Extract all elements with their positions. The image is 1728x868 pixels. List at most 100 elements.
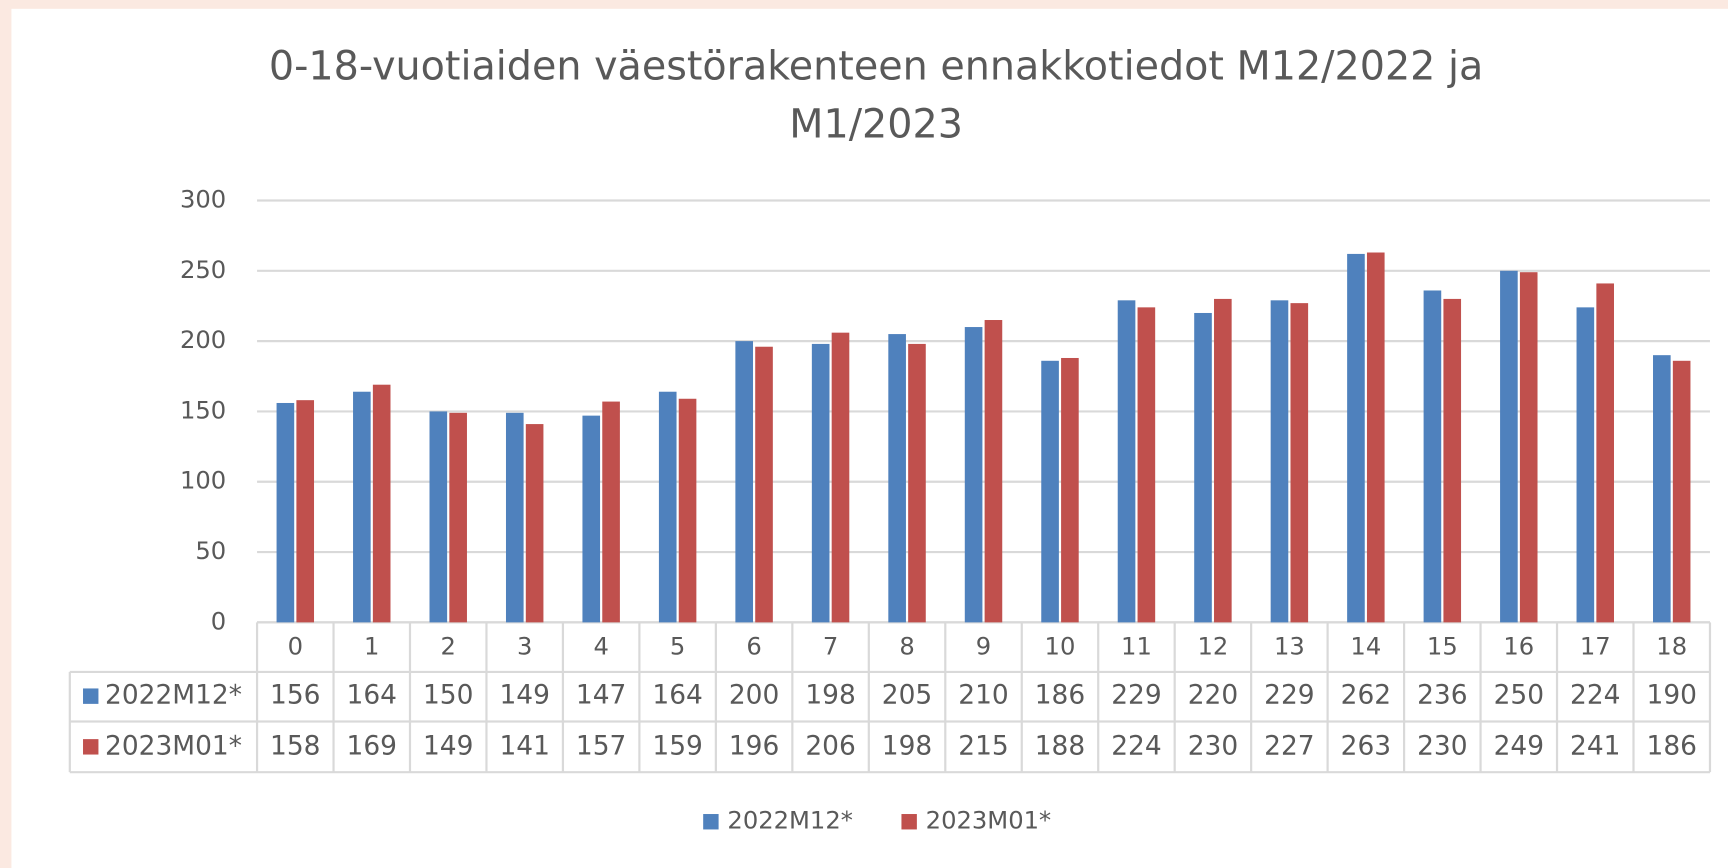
table-value: 229: [1264, 680, 1314, 711]
bar: [372, 384, 391, 623]
bar: [1270, 300, 1289, 623]
legend-label: 2023M01*: [926, 807, 1051, 835]
bar: [1500, 270, 1518, 623]
bar: [1672, 360, 1691, 623]
y-tick-label: 100: [180, 467, 226, 495]
chart-title: 0-18-vuotiaiden väestörakenteen ennakkot…: [269, 43, 1483, 147]
table-value: 147: [576, 680, 626, 711]
x-tick-label: 11: [1121, 633, 1152, 661]
bar: [1576, 307, 1595, 623]
table-value: 149: [423, 730, 473, 761]
legend-label: 2022M12*: [727, 807, 852, 835]
x-tick-label: 18: [1656, 633, 1687, 661]
table-value: 250: [1494, 680, 1544, 711]
x-tick-label: 6: [746, 633, 761, 661]
y-tick-label: 50: [195, 537, 226, 565]
bar: [811, 343, 830, 623]
x-tick-label: 8: [899, 633, 914, 661]
bar: [1041, 360, 1059, 623]
bar: [984, 320, 1003, 623]
table-value: 196: [729, 730, 779, 761]
y-tick-label: 300: [180, 185, 226, 213]
x-tick-label: 12: [1198, 633, 1229, 661]
bar: [1214, 298, 1232, 623]
x-tick-label: 7: [823, 633, 838, 661]
table-key: [83, 739, 99, 755]
bar: [964, 327, 983, 623]
table-series-name: 2023M01*: [105, 730, 242, 761]
table-value: 230: [1188, 730, 1238, 761]
table-value: 220: [1188, 680, 1238, 711]
x-tick-label: 2: [441, 633, 456, 661]
bar: [908, 343, 926, 623]
bar: [449, 412, 467, 623]
bar: [353, 391, 371, 623]
legend-key: [901, 814, 917, 830]
table-value: 186: [1035, 680, 1085, 711]
y-tick-label: 0: [211, 607, 226, 635]
table-value: 164: [347, 680, 397, 711]
table-value: 200: [729, 680, 779, 711]
bar: [1423, 290, 1442, 623]
bar: [1366, 252, 1385, 623]
table-value: 206: [805, 730, 855, 761]
bar: [1061, 357, 1079, 623]
table-value: 263: [1341, 730, 1391, 761]
bar: [735, 341, 754, 623]
bar: [602, 401, 620, 623]
x-tick-label: 16: [1503, 633, 1534, 661]
bar: [525, 424, 544, 623]
table-value: 262: [1341, 680, 1391, 711]
bar: [1347, 253, 1365, 623]
bar: [1137, 307, 1156, 623]
table-value: 249: [1494, 730, 1544, 761]
table-value: 159: [652, 730, 702, 761]
table-value: 169: [347, 730, 397, 761]
table-value: 236: [1417, 680, 1467, 711]
y-tick-label: 200: [180, 326, 226, 354]
table-value: 215: [958, 730, 1008, 761]
bar: [505, 412, 524, 623]
bar: [831, 332, 850, 623]
table-value: 230: [1417, 730, 1467, 761]
bar: [429, 411, 448, 623]
bar: [1194, 312, 1212, 623]
table-value: 156: [270, 680, 320, 711]
table-value: 210: [958, 680, 1008, 711]
table-value: 224: [1111, 730, 1161, 761]
table-value: 186: [1647, 730, 1697, 761]
bar: [1519, 272, 1538, 623]
bar: [678, 398, 697, 623]
table-value: 141: [499, 730, 549, 761]
x-tick-label: 1: [364, 633, 379, 661]
table-value: 205: [882, 680, 932, 711]
table-series-name: 2022M12*: [105, 680, 242, 711]
x-tick-label: 13: [1274, 633, 1305, 661]
table-value: 229: [1111, 680, 1161, 711]
x-tick-label: 0: [288, 633, 303, 661]
bar: [1117, 300, 1136, 623]
x-tick-label: 14: [1350, 633, 1381, 661]
x-tick-label: 4: [593, 633, 608, 661]
table-value: 190: [1647, 680, 1697, 711]
table-value: 198: [805, 680, 855, 711]
x-tick-label: 10: [1045, 633, 1076, 661]
bar: [658, 391, 677, 623]
table-value: 164: [652, 680, 702, 711]
table-value: 241: [1570, 730, 1620, 761]
x-tick-label: 9: [976, 633, 991, 661]
legend-key: [703, 814, 719, 830]
bar: [1443, 298, 1462, 623]
x-tick-label: 17: [1580, 633, 1611, 661]
table-value: 188: [1035, 730, 1085, 761]
bar: [755, 346, 773, 623]
y-tick-label: 250: [180, 256, 226, 284]
x-tick-label: 3: [517, 633, 532, 661]
table-value: 149: [499, 680, 549, 711]
x-tick-label: 5: [670, 633, 685, 661]
bar: [888, 334, 906, 623]
bar: [582, 415, 601, 623]
bar: [1290, 303, 1309, 623]
table-value: 158: [270, 730, 320, 761]
